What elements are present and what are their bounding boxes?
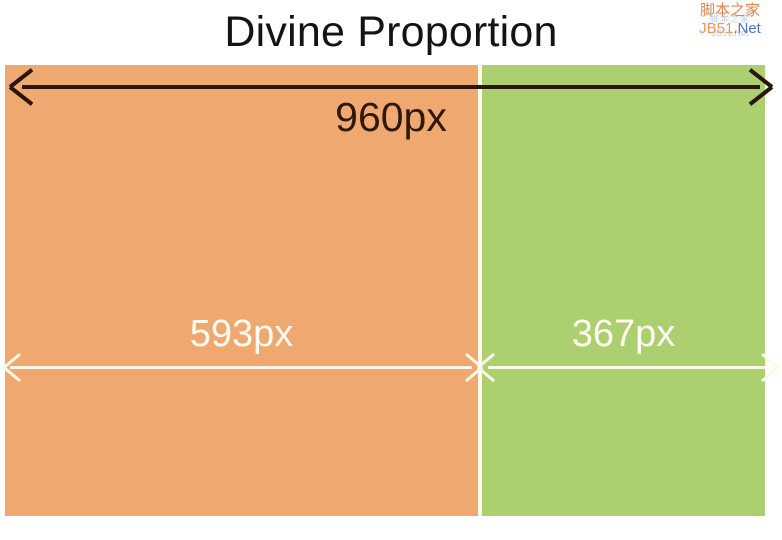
page-title: Divine Proportion bbox=[224, 8, 558, 56]
segment-rect-major bbox=[5, 65, 478, 516]
arrow-left-icon-major-start bbox=[3, 352, 24, 383]
segment-divider bbox=[478, 65, 482, 516]
major-arrow-line bbox=[10, 366, 472, 369]
major-segment-label: 593px bbox=[189, 313, 294, 355]
segment-measure-arrows bbox=[0, 352, 782, 383]
total-width-label: 960px bbox=[335, 94, 447, 140]
arrow-right-icon-minor-end bbox=[758, 352, 779, 383]
total-width-arrow bbox=[8, 68, 774, 106]
segment-rect-minor bbox=[482, 65, 765, 516]
arrow-left-icon-minor-start bbox=[477, 352, 498, 383]
minor-segment-label: 367px bbox=[571, 313, 676, 355]
total-arrow-line bbox=[22, 85, 760, 89]
minor-arrow-line bbox=[488, 366, 766, 369]
